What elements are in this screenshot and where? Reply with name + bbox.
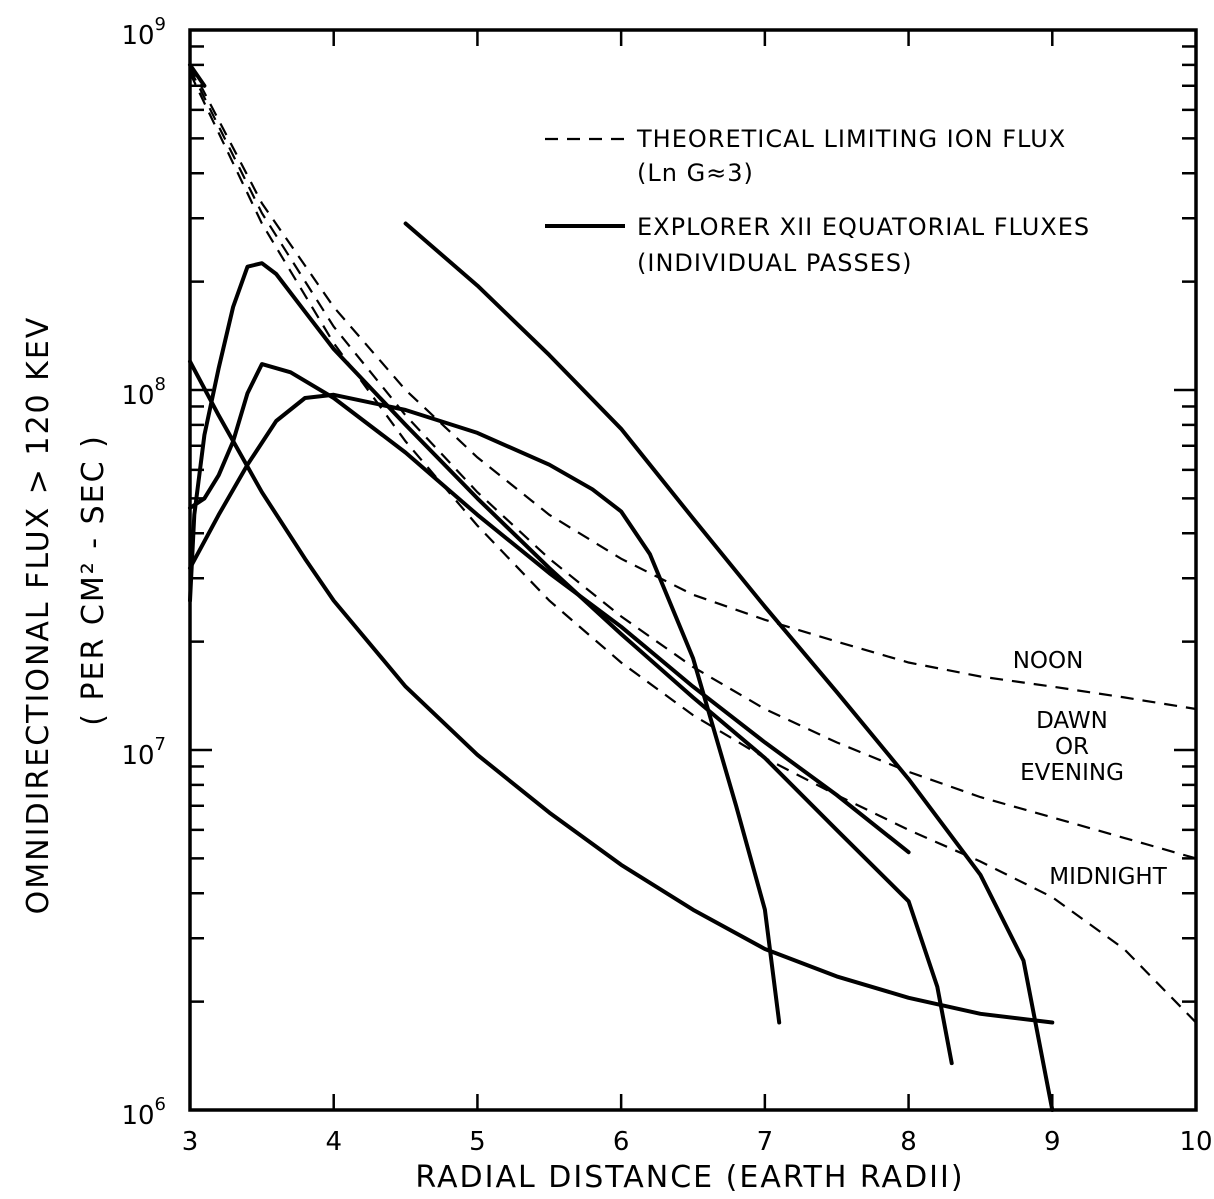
x-tick-label: 7 bbox=[757, 1127, 774, 1157]
legend-entry-explorer-sub: (INDIVIDUAL PASSES) bbox=[637, 249, 913, 277]
legend: THEORETICAL LIMITING ION FLUX (Ln G≈3) E… bbox=[545, 125, 1090, 277]
theory-line-2 bbox=[189, 72, 1197, 1024]
explorer-pass-3 bbox=[188, 362, 911, 855]
y-tick-label: 106 bbox=[121, 1094, 166, 1131]
explorer-series bbox=[188, 62, 1055, 1112]
y-axis-title: OMNIDIRECTIONAL FLUX > 120 KEV bbox=[21, 316, 56, 915]
curve-label: EVENING bbox=[1020, 760, 1124, 786]
y-axis-units: ( PER CM² - SEC ) bbox=[76, 434, 111, 726]
curve-label: NOON bbox=[1013, 648, 1084, 674]
curve-label: DAWN bbox=[1036, 708, 1108, 734]
tick-labels: 3 4 5 6 7 8 9 10 106 107 108 109 bbox=[121, 14, 1212, 1157]
explorer-pass-2 bbox=[188, 261, 954, 1066]
explorer-pass-4 bbox=[188, 392, 782, 1025]
y-tick-label: 108 bbox=[121, 374, 166, 411]
plot-frame bbox=[188, 28, 1198, 1112]
theoretical-series bbox=[189, 64, 1197, 1024]
explorer-pass-5 bbox=[403, 221, 1055, 1112]
x-tick-label: 5 bbox=[469, 1127, 486, 1157]
legend-entry-theoretical: THEORETICAL LIMITING ION FLUX bbox=[636, 125, 1066, 153]
explorer-pass-0 bbox=[188, 62, 207, 88]
legend-entry-theoretical-sub: (Ln G≈3) bbox=[637, 159, 754, 187]
x-tick-label: 3 bbox=[182, 1127, 199, 1157]
y-tick-label: 107 bbox=[121, 734, 166, 771]
x-tick-label: 6 bbox=[613, 1127, 630, 1157]
x-tick-label: 10 bbox=[1179, 1127, 1212, 1157]
axes bbox=[188, 28, 1198, 1112]
ticks bbox=[188, 30, 1198, 1112]
explorer-pass-1 bbox=[188, 359, 1055, 1025]
theory-line-1 bbox=[189, 68, 1197, 860]
legend-entry-explorer: EXPLORER XII EQUATORIAL FLUXES bbox=[637, 213, 1090, 241]
theory-line-0 bbox=[189, 64, 1197, 711]
curve-label: OR bbox=[1055, 734, 1089, 760]
y-tick-label: 109 bbox=[121, 14, 166, 51]
x-tick-label: 4 bbox=[325, 1127, 342, 1157]
x-axis-title: RADIAL DISTANCE (EARTH RADII) bbox=[415, 1160, 964, 1195]
curve-label: MIDNIGHT bbox=[1049, 864, 1167, 890]
x-tick-label: 9 bbox=[1044, 1127, 1061, 1157]
x-tick-label: 8 bbox=[900, 1127, 917, 1157]
